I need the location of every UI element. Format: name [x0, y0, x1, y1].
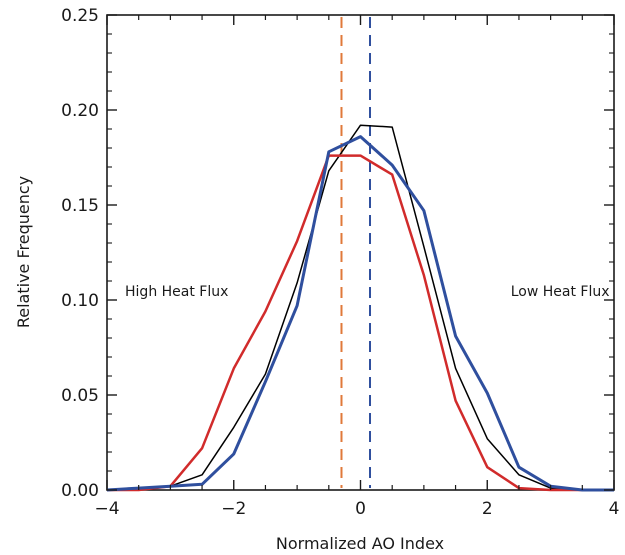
series-line-0: [106, 124, 614, 491]
x-axis-label: Normalized AO Index: [276, 534, 444, 553]
axes-layer: −4 −2 0 2 4 0.00 0.05 0.10 0.15 0.20 0.25: [61, 6, 619, 519]
y-axis-label: Relative Frequency: [14, 176, 33, 328]
y-tick-label-4: 0.20: [61, 101, 99, 121]
reference-lines: [340, 17, 372, 488]
series-line-1: [107, 154, 614, 492]
y-tick-label-1: 0.05: [61, 386, 99, 406]
x-tick-label-1: −2: [221, 499, 246, 519]
x-tick-label-3: 2: [482, 499, 493, 519]
annotation-1: Low Heat Flux: [511, 284, 610, 300]
plot-frame: [106, 14, 615, 491]
y-tick-label-2: 0.10: [61, 291, 99, 311]
x-tick-label-4: 4: [609, 499, 620, 519]
annotation-0: High Heat Flux: [125, 284, 228, 300]
series-layer: [106, 124, 614, 492]
y-tick-label-0: 0.00: [61, 481, 99, 501]
annotation-layer: High Heat Flux Low Heat Flux: [125, 284, 610, 300]
y-tick-label-3: 0.15: [61, 196, 99, 216]
y-tick-label-5: 0.25: [61, 6, 99, 26]
x-tick-label-2: 0: [355, 499, 366, 519]
x-tick-label-0: −4: [94, 499, 119, 519]
series-line-2: [106, 135, 614, 492]
